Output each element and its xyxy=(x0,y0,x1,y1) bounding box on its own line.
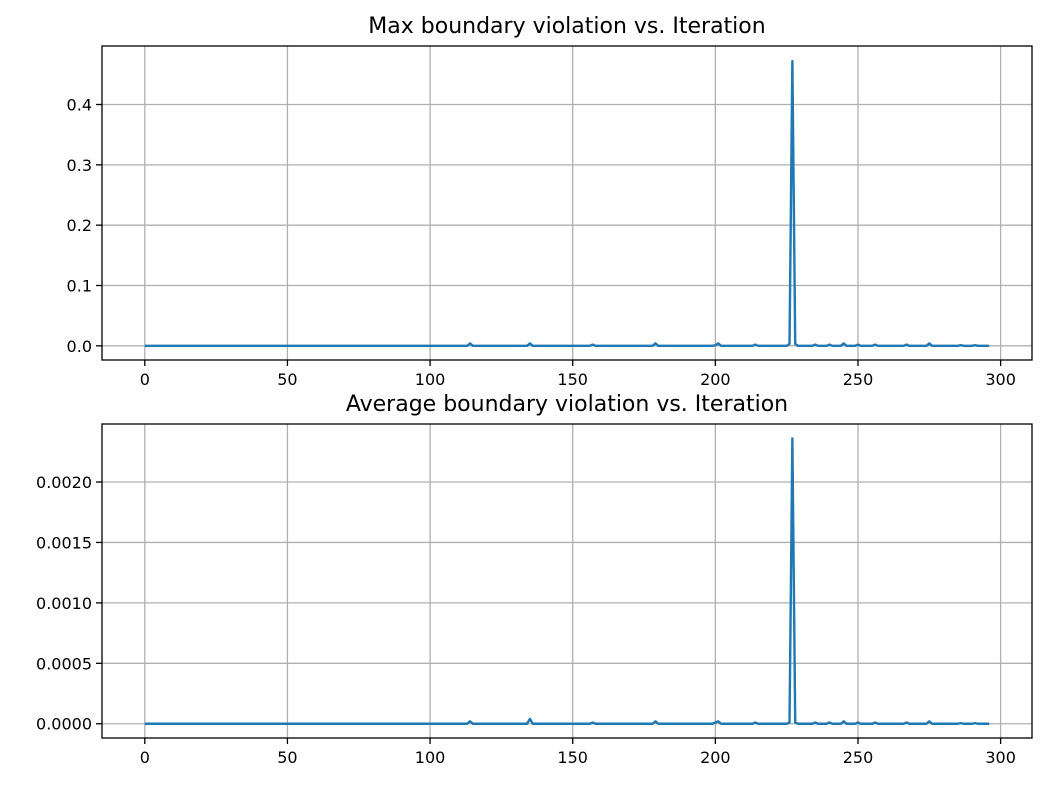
max-axes-frame xyxy=(101,45,1033,361)
avg-x-tick-label: 250 xyxy=(843,748,874,767)
avg-x-tick-label: 150 xyxy=(557,748,588,767)
max-y-tick-label: 0.3 xyxy=(67,156,92,175)
avg-violation-panel: Average boundary violation vs. Iteration… xyxy=(36,392,1033,767)
max-x-tick-label: 0 xyxy=(140,370,150,389)
avg-x-tick-label: 100 xyxy=(415,748,446,767)
max-x-tick-label: 200 xyxy=(700,370,731,389)
avg-x-tick-label: 200 xyxy=(700,748,731,767)
max-y-tick-label: 0.4 xyxy=(67,96,92,115)
max-x-tick-label: 250 xyxy=(843,370,874,389)
avg-axes-frame xyxy=(101,423,1033,739)
max-series-line xyxy=(144,59,990,348)
max-x-tick-label: 150 xyxy=(557,370,588,389)
max-chart-title: Max boundary violation vs. Iteration xyxy=(368,14,765,39)
max-y-tick-label: 0.1 xyxy=(67,276,92,295)
avg-y-tick-label: 0.0015 xyxy=(36,533,92,552)
max-y-tick-label: 0.2 xyxy=(67,216,92,235)
max-x-tick-label: 50 xyxy=(277,370,297,389)
max-violation-panel: Max boundary violation vs. Iteration 0 50 1… xyxy=(67,14,1033,389)
avg-x-tick-label: 0 xyxy=(140,748,150,767)
avg-y-tick-label: 0.0010 xyxy=(36,594,92,613)
avg-series-line xyxy=(144,437,990,725)
max-y-tick-label: 0.0 xyxy=(67,337,92,356)
max-x-tick-label: 100 xyxy=(415,370,446,389)
avg-x-tick-label: 300 xyxy=(985,748,1016,767)
avg-x-tick-label: 50 xyxy=(277,748,297,767)
avg-chart-title: Average boundary violation vs. Iteration xyxy=(346,392,788,417)
max-x-tick-label: 300 xyxy=(985,370,1016,389)
avg-y-tick-label: 0.0000 xyxy=(36,715,92,734)
avg-y-tick-label: 0.0020 xyxy=(36,473,92,492)
avg-y-tick-label: 0.0005 xyxy=(36,654,92,673)
